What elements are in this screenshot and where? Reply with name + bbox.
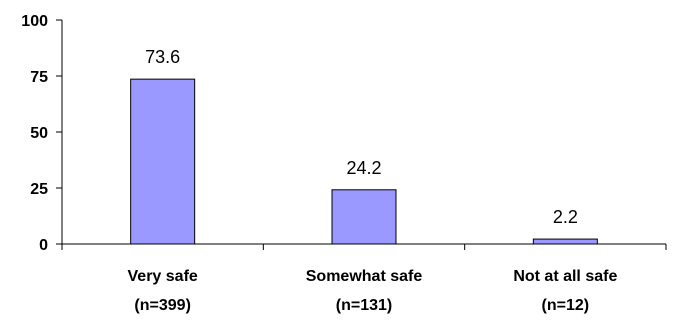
category-label: Somewhat safe — [306, 268, 423, 285]
y-tick-label: 50 — [30, 125, 48, 142]
y-tick-label: 75 — [30, 69, 48, 86]
y-tick-label: 0 — [39, 237, 48, 254]
x-ticks — [61, 244, 667, 250]
category-count-label: (n=12) — [542, 297, 590, 314]
bar-value-label: 24.2 — [346, 158, 381, 178]
category-label: Not at all safe — [513, 268, 617, 285]
y-tick-label: 25 — [30, 181, 48, 198]
bar — [130, 78, 196, 245]
data-labels: 73.6 24.2 2.2 — [145, 47, 578, 227]
bar-value-label: 73.6 — [145, 47, 180, 67]
bar — [532, 238, 598, 245]
category-count-label: (n=399) — [134, 297, 190, 314]
category-label: Very safe — [128, 268, 198, 285]
category-count-label: (n=131) — [336, 297, 392, 314]
y-tick-label: 100 — [21, 13, 48, 30]
bars — [130, 78, 598, 245]
category-labels: Very safe (n=399) Somewhat safe (n=131) Not … — [128, 268, 618, 314]
bar — [331, 189, 397, 245]
y-ticks: 0 25 50 75 100 — [21, 13, 62, 254]
bar-value-label: 2.2 — [553, 207, 578, 227]
